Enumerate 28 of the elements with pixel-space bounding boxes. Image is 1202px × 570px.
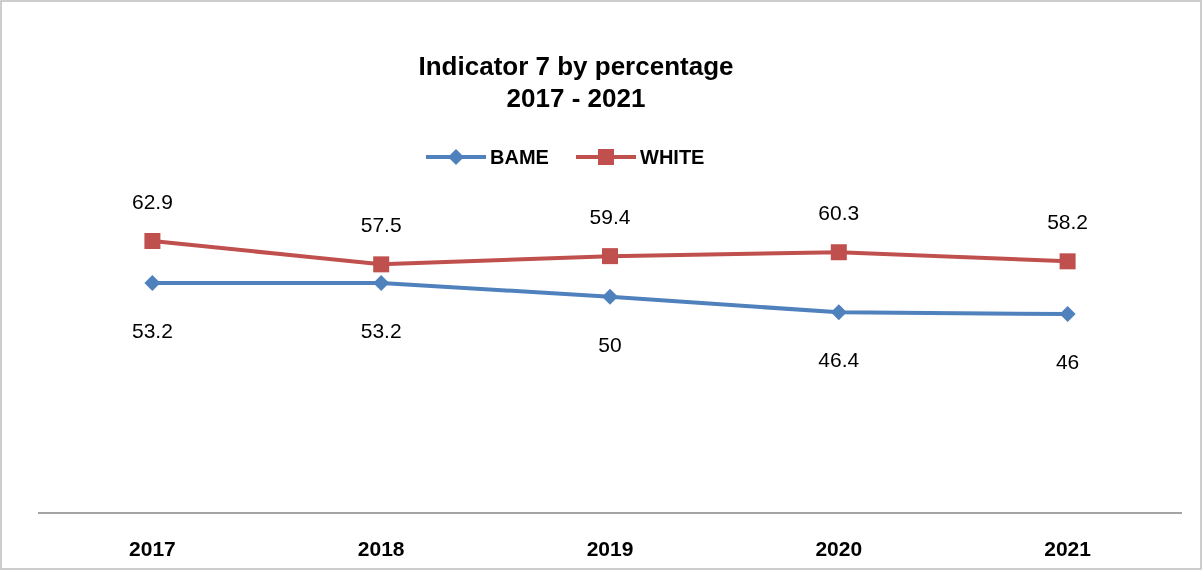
x-tick-label: 2017	[129, 537, 176, 560]
legend-label: BAME	[490, 146, 549, 168]
legend-label: WHITE	[640, 146, 705, 168]
data-label: 62.9	[131, 190, 173, 213]
point	[1059, 306, 1076, 323]
point	[602, 248, 618, 265]
x-tick-label: 2021	[1044, 537, 1092, 560]
point	[602, 288, 618, 305]
point	[830, 244, 847, 261]
point	[1059, 253, 1076, 270]
data-label: 53.2	[131, 318, 173, 342]
data-label: 57.5	[360, 213, 402, 237]
point	[144, 274, 161, 291]
x-tick-label: 2019	[586, 537, 634, 560]
point	[373, 274, 390, 291]
data-label: 53.2	[360, 318, 402, 342]
x-tick-label: 2018	[357, 537, 405, 560]
data-label: 58.2	[1047, 210, 1089, 234]
point	[830, 304, 847, 321]
data-label: 46.4	[818, 348, 860, 372]
x-tick-label: 2020	[815, 537, 863, 560]
chart-title: Indicator 7 by percentage 2017 - 2021	[418, 51, 734, 113]
data-label: 46	[1055, 350, 1080, 374]
data-label: 59.4	[589, 205, 631, 229]
data-label: 60.3	[818, 201, 860, 225]
data-label: 50	[598, 332, 622, 356]
point	[144, 233, 161, 249]
point	[373, 256, 390, 273]
